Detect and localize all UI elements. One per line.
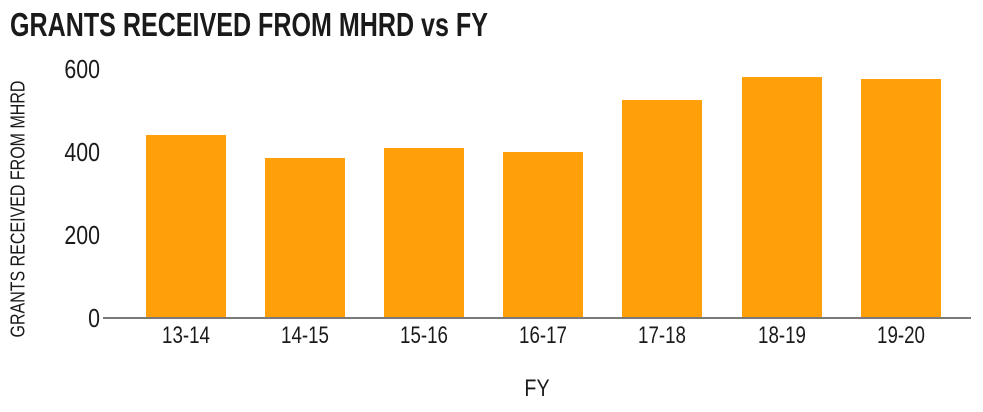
bar-18-19 [741, 77, 822, 318]
y-tick-label: 600 [64, 54, 100, 84]
y-tick-label: 400 [64, 137, 100, 167]
bar-14-15 [265, 158, 346, 318]
x-tick-label-13-14: 13-14 [162, 322, 210, 349]
x-tick-label-17-18: 17-18 [638, 322, 687, 349]
x-axis-line [103, 317, 971, 319]
x-tick-label-14-15: 14-15 [281, 322, 330, 349]
bar-15-16 [384, 147, 465, 318]
bar-17-18 [622, 100, 703, 318]
y-tick-label: 200 [64, 220, 100, 250]
x-axis-title: FY [524, 375, 550, 402]
x-tick-label-19-20: 19-20 [876, 322, 925, 349]
y-axis-title: GRANTS RECEIVED FROM MHRD [7, 80, 30, 338]
x-tick-label-15-16: 15-16 [400, 322, 449, 349]
bar-16-17 [503, 152, 584, 318]
chart-title: GRANTS RECEIVED FROM MHRD vs FY [10, 6, 488, 43]
bar-19-20 [860, 79, 941, 318]
y-tick-label: 0 [88, 303, 100, 333]
x-tick-label-16-17: 16-17 [519, 322, 568, 349]
bar-13-14 [146, 135, 226, 318]
x-tick-label-18-19: 18-19 [757, 322, 806, 349]
